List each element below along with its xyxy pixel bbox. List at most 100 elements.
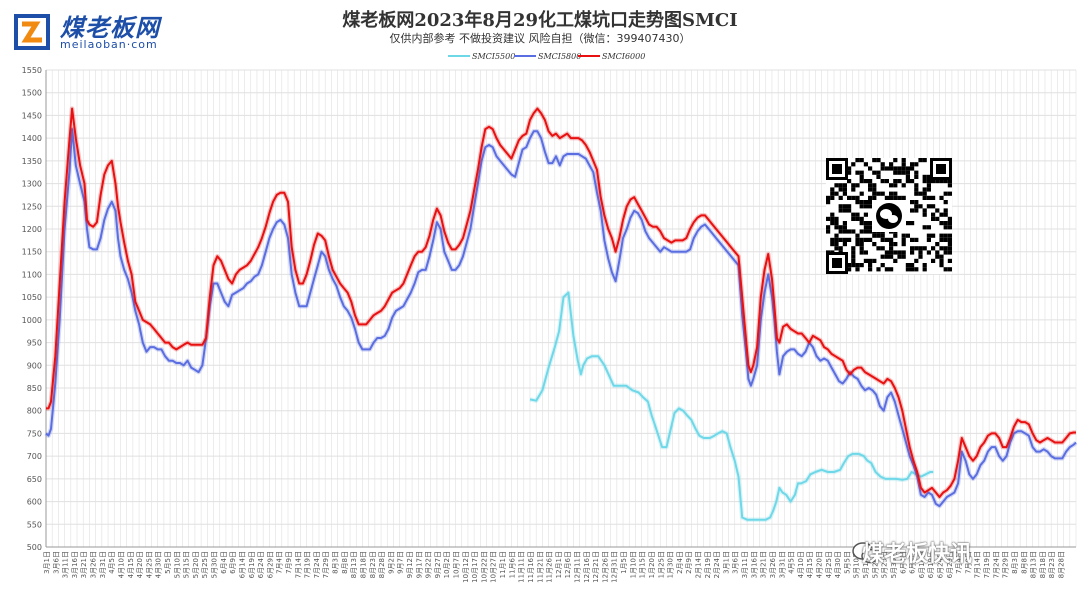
y-tick-label: 1100 [22,270,42,279]
x-tick-label: 5月25日 [201,551,209,578]
logo-subtext: meilaoban·com [60,38,158,51]
x-tick-label: 12月16日 [583,551,591,583]
x-tick-label: 1月10日 [629,551,637,578]
x-tick-label: 8月13日 [1030,551,1038,578]
y-tick-label: 1200 [22,225,42,234]
x-tick-label: 8月28日 [1057,551,1065,578]
x-tick-label: 6月4日 [899,551,907,574]
series-line-smci6000 [46,107,1076,498]
x-tick-label: 6月19日 [248,551,256,578]
chart-subtitle: 仅供内部参考 不做投资建议 风险自担（微信：399407430） [389,32,691,45]
legend: SMCI5500 SMCI5800 SMCI6000 [448,52,645,61]
y-tick-label: 1300 [22,180,42,189]
x-tick-label: 6月29日 [266,551,274,578]
x-tick-label: 4月15日 [127,551,135,578]
x-tick-label: 9月12日 [406,551,414,578]
x-tick-label: 6月24日 [936,551,944,578]
legend-label: SMCI6000 [602,52,645,61]
x-tick-label: 8月3日 [332,551,340,574]
x-tick-label: 10月27日 [490,551,498,583]
x-tick-label: 12月31日 [611,551,619,583]
x-tick-label: 6月14日 [918,551,926,578]
series-lines [44,106,1078,522]
x-tick-label: 4月5日 [788,551,796,574]
y-tick-label: 1550 [22,66,42,75]
x-tick-label: 5月30日 [211,551,219,578]
x-tick-label: 5月20日 [871,551,879,578]
x-tick-label: 4月30日 [155,551,163,578]
x-tick-label: 6月9日 [229,551,237,574]
wechat-icon [852,542,879,564]
qr-code-icon [826,158,952,274]
x-tick-label: 6月19日 [927,551,935,578]
legend-label: SMCI5500 [472,52,515,61]
x-tick-label: 11月26日 [546,551,554,583]
x-tick-label: 3月26日 [90,551,98,578]
x-tick-label: 11月6日 [508,551,516,578]
y-tick-label: 700 [27,452,42,461]
x-tick-label: 6月4日 [220,551,228,574]
x-tick-label: 11月16日 [527,551,535,583]
x-tick-label: 10月22日 [480,551,488,583]
y-tick-label: 900 [27,361,42,370]
y-tick-label: 1000 [22,316,42,325]
logo-text: 煤老板网 [60,14,160,42]
x-tick-label: 12月21日 [592,551,600,583]
x-tick-label: 3月31日 [99,551,107,578]
x-tick-label: 4月10日 [117,551,125,578]
x-tick-label: 7月14日 [974,551,982,578]
y-tick-label: 1450 [22,111,42,120]
x-tick-label: 3月11日 [741,551,749,578]
logo-icon [14,14,50,50]
y-tick-label: 1050 [22,293,42,302]
x-tick-label: 10月2日 [443,551,451,578]
y-tick-label: 800 [27,407,42,416]
x-tick-label: 10月17日 [471,551,479,583]
x-tick-label: 4月20日 [136,551,144,578]
x-tick-label: 3月21日 [760,551,768,578]
x-tick-label: 12月11日 [574,551,582,583]
x-tick-label: 12月1日 [555,551,563,578]
x-tick-label: 2月24日 [713,551,721,578]
x-tick-label: 4月25日 [825,551,833,578]
x-tick-label: 12月6日 [564,551,572,578]
x-tick-label: 3月31日 [778,551,786,578]
y-tick-label: 1350 [22,157,42,166]
x-tick-label: 3月11日 [62,551,70,578]
x-tick-label: 5月25日 [881,551,889,578]
x-tick-label: 11月21日 [536,551,544,583]
x-tick-label: 3月26日 [769,551,777,578]
y-tick-label: 1400 [22,134,42,143]
x-tick-label: 5月5日 [843,551,851,574]
x-tick-label: 6月24日 [257,551,265,578]
x-tick-label: 7月29日 [322,551,330,578]
series-line-smci5800 [45,128,1077,508]
x-tick-label: 4月25日 [145,551,153,578]
x-tick-label: 4月20日 [816,551,824,578]
x-tick-label: 4月10日 [797,551,805,578]
x-tick-label: 5月15日 [183,551,191,578]
x-tick-label: 1月25日 [657,551,665,578]
y-tick-label: 750 [27,429,42,438]
y-tick-label: 850 [27,384,42,393]
x-tick-label: 1月20日 [648,551,656,578]
x-tick-label: 7月24日 [313,551,321,578]
x-tick-label: 2月14日 [695,551,703,578]
x-tick-label: 9月22日 [425,551,433,578]
x-tick-label: 4月5日 [108,551,116,574]
y-tick-label: 500 [27,543,42,552]
y-tick-label: 600 [27,498,42,507]
x-tick-label: 2月4日 [676,551,684,574]
x-tick-label: 12月26日 [601,551,609,583]
x-tick-label: 4月30日 [834,551,842,578]
x-tick-label: 8月28日 [378,551,386,578]
x-tick-label: 5月10日 [173,551,181,578]
axes: 500 550 600 650 700 750 800 850 900 950 1000 1050 11… [22,66,1076,583]
y-tick-label: 550 [27,520,42,529]
x-tick-label: 5月20日 [192,551,200,578]
x-tick-label: 7月14日 [294,551,302,578]
x-tick-label: 7月19日 [304,551,312,578]
x-tick-label: 7月4日 [276,551,284,574]
x-tick-label: 6月14日 [238,551,246,578]
